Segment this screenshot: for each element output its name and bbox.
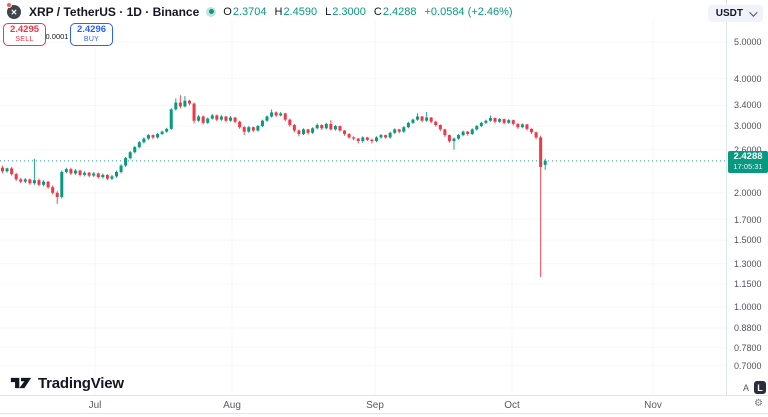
price-tick-label: 4.0000 <box>734 73 762 84</box>
price-scale-mode-buttons: A L <box>740 381 766 394</box>
open-value: 2.3704 <box>232 5 267 18</box>
low-label: L <box>325 5 332 18</box>
price-tick-label: 2.0000 <box>734 187 762 198</box>
open-label: O <box>223 5 232 18</box>
buy-price: 2.4296 <box>76 24 107 36</box>
price-tick-label: 5.0000 <box>734 37 762 47</box>
tradingview-logo-text: TradingView <box>38 374 124 392</box>
high-value: 2.4590 <box>283 5 318 18</box>
price-tick-label: 1.5000 <box>734 235 762 246</box>
currency-label: USDT <box>715 8 743 19</box>
last-price-badge: 2.4288 17:05:31 <box>728 150 768 174</box>
close-label: C <box>373 5 382 18</box>
ohlc-values: O 2.3704 H 2.4590 L 2.3000 C 2.4288 +0.0584 … <box>223 6 512 18</box>
time-tick-label: Aug <box>223 400 241 411</box>
sell-button[interactable]: 2.4295 SELL <box>3 23 46 46</box>
price-tick-label: 0.8800 <box>734 322 762 333</box>
spread-value: 0.0001 <box>45 32 69 41</box>
high-label: H <box>274 5 283 18</box>
price-tick-label: 3.0000 <box>734 121 762 132</box>
bar-countdown: 17:05:31 <box>733 161 763 171</box>
currency-dropdown-button[interactable]: USDT <box>707 5 763 22</box>
last-price-value: 2.4288 <box>733 151 763 163</box>
auto-scale-button[interactable]: A <box>740 381 752 394</box>
price-tick-label: 1.1500 <box>734 278 762 289</box>
sell-label: SELL <box>15 35 34 43</box>
symbol-title[interactable]: XRP / TetherUS · 1D · Binance <box>29 4 200 19</box>
market-status-icon[interactable] <box>206 6 217 17</box>
time-tick-label: Jul <box>88 400 102 411</box>
time-tick-label: Oct <box>504 400 520 411</box>
time-axis[interactable]: ⚙ Jul Aug Sep Oct Nov <box>0 395 768 414</box>
price-tick-label: 2.6000 <box>734 144 762 155</box>
symbol-badge-icon <box>6 2 12 8</box>
price-tick-label: 1.7000 <box>734 214 762 225</box>
time-tick-label: Sep <box>366 400 384 411</box>
low-value: 2.3000 <box>332 5 366 18</box>
price-tick-label: 1.0000 <box>734 301 762 312</box>
price-axis[interactable]: 2.4288 17:05:31 A L 5.0000 4.0000 3.4000 3.… <box>726 0 768 414</box>
tradingview-logo[interactable]: TradingView <box>10 374 124 392</box>
time-tick-label: Nov <box>644 400 662 411</box>
chevron-down-icon <box>749 7 758 17</box>
close-value: 2.4288 <box>382 5 417 18</box>
buy-button[interactable]: 2.4296 BUY <box>70 23 113 46</box>
price-tick-label: 1.3000 <box>734 258 762 269</box>
price-tick-label: 3.4000 <box>734 100 762 111</box>
price-tick-label: 0.7800 <box>734 342 762 353</box>
price-tick-label: 0.7000 <box>734 360 762 371</box>
tradingview-mark-icon <box>10 377 32 389</box>
grid <box>0 20 726 395</box>
log-scale-button[interactable]: L <box>754 381 766 394</box>
sell-price: 2.4295 <box>9 24 40 36</box>
candles <box>1 95 547 277</box>
symbol-logo-icon[interactable]: ✕ <box>6 2 22 19</box>
change-value: +0.0584 (+2.46%) <box>424 5 513 18</box>
buy-label: BUY <box>83 35 100 43</box>
chart-header: ✕ XRP / TetherUS · 1D · Binance O 2.3704 … <box>6 2 513 19</box>
gear-icon[interactable]: ⚙ <box>754 398 763 409</box>
